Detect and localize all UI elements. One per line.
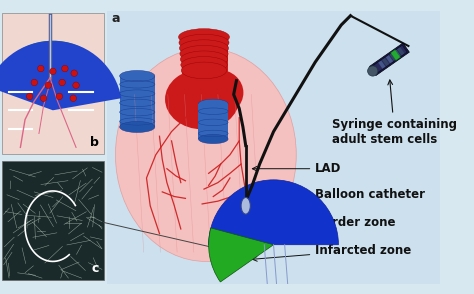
Ellipse shape: [192, 69, 243, 116]
Polygon shape: [372, 45, 407, 73]
Bar: [182, 37, 228, 88]
Ellipse shape: [119, 71, 155, 81]
Polygon shape: [397, 47, 404, 55]
Circle shape: [31, 79, 37, 86]
Text: c: c: [92, 262, 99, 275]
Bar: [107, 11, 439, 284]
Circle shape: [368, 66, 378, 76]
Text: a: a: [111, 12, 120, 25]
Polygon shape: [370, 43, 410, 76]
Ellipse shape: [241, 198, 250, 214]
Ellipse shape: [199, 99, 228, 108]
Polygon shape: [382, 58, 389, 66]
Polygon shape: [390, 53, 397, 61]
Bar: [2, 161, 104, 280]
Ellipse shape: [199, 134, 228, 144]
Circle shape: [71, 70, 77, 76]
Ellipse shape: [179, 34, 229, 51]
Ellipse shape: [179, 29, 229, 45]
Bar: [119, 76, 155, 127]
Text: Border zone: Border zone: [240, 216, 396, 237]
Text: b: b: [91, 136, 99, 149]
Circle shape: [59, 79, 65, 86]
Wedge shape: [0, 41, 121, 110]
Circle shape: [50, 68, 56, 75]
Bar: [199, 104, 228, 139]
Circle shape: [56, 93, 63, 100]
Polygon shape: [393, 50, 401, 58]
Bar: [2, 13, 104, 154]
Ellipse shape: [181, 62, 227, 79]
Text: Infarcted zone: Infarcted zone: [252, 244, 411, 261]
Ellipse shape: [181, 56, 227, 73]
Text: Balloon catheter: Balloon catheter: [250, 188, 425, 207]
Circle shape: [27, 93, 33, 100]
Text: Syringe containing
adult stem cells: Syringe containing adult stem cells: [332, 80, 457, 146]
Text: LAD: LAD: [252, 162, 342, 175]
Wedge shape: [209, 228, 273, 282]
Circle shape: [62, 65, 68, 72]
Ellipse shape: [116, 48, 296, 261]
Polygon shape: [386, 55, 393, 64]
Polygon shape: [391, 50, 401, 61]
Ellipse shape: [180, 51, 228, 68]
Circle shape: [70, 95, 76, 101]
Ellipse shape: [180, 45, 228, 62]
Circle shape: [40, 95, 47, 101]
Ellipse shape: [180, 40, 228, 56]
Polygon shape: [378, 61, 385, 69]
Wedge shape: [209, 180, 338, 245]
Wedge shape: [0, 41, 114, 106]
Circle shape: [37, 65, 44, 72]
Ellipse shape: [165, 69, 239, 129]
Circle shape: [45, 82, 52, 88]
Ellipse shape: [119, 121, 155, 133]
Circle shape: [73, 82, 79, 88]
